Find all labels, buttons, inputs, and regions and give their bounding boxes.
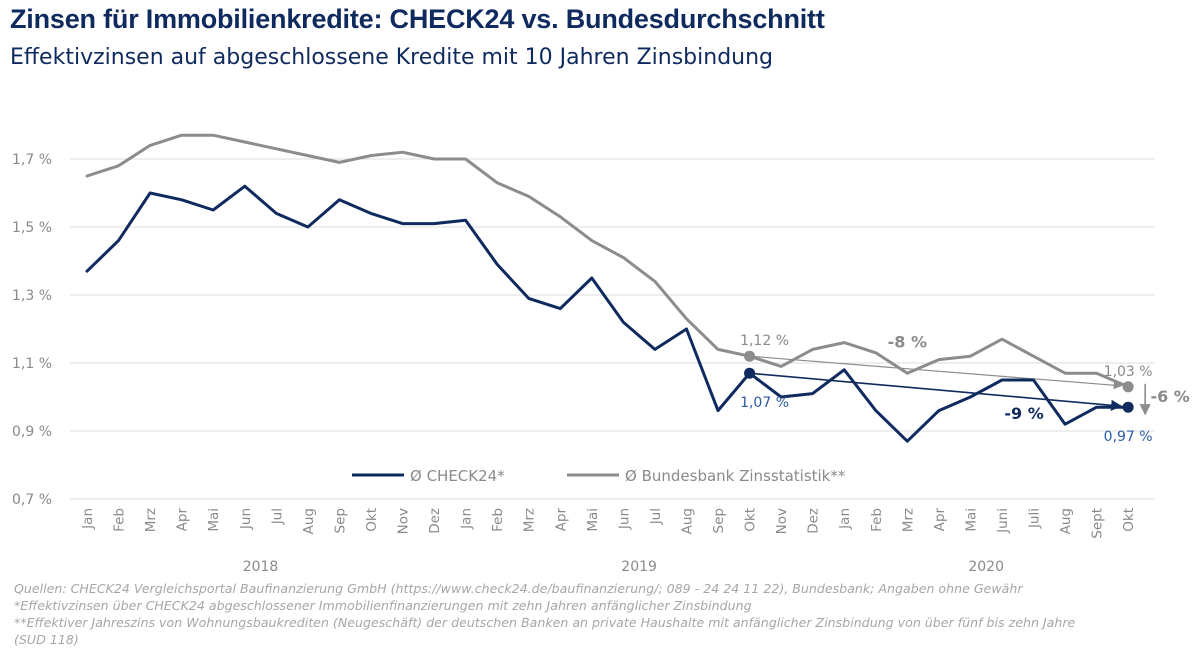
year-label: 2020 bbox=[968, 559, 1004, 575]
x-tick-label: Jan bbox=[80, 508, 96, 530]
x-tick-label: Nov bbox=[774, 508, 790, 534]
x-tick-label: Dez bbox=[806, 508, 822, 534]
x-tick-label: Mai bbox=[206, 508, 222, 532]
x-tick-label: Aug bbox=[301, 508, 317, 534]
year-labels: 2018 2019 2020 bbox=[243, 559, 1004, 575]
data-point-marker bbox=[1122, 381, 1134, 393]
chart-subtitle: Effektivzinsen auf abgeschlossene Kredit… bbox=[10, 45, 774, 70]
x-tick-label: Jun bbox=[616, 508, 632, 530]
series-layer bbox=[85, 133, 1130, 443]
y-tick-label: 0,7 % bbox=[12, 492, 52, 508]
x-tick-label: Feb bbox=[869, 508, 885, 532]
x-tick-label: Jan bbox=[837, 508, 853, 530]
legend-bundesbank-label: Ø Bundesbank Zinsstatistik** bbox=[625, 467, 846, 485]
x-tick-label: Feb bbox=[490, 508, 506, 532]
data-point-marker bbox=[744, 367, 756, 379]
x-tick-label: Juni bbox=[995, 508, 1011, 534]
annotations: 1,12 % 1,07 % 1,03 % 0,97 % -8 % -9 % -6 % bbox=[740, 333, 1190, 446]
x-tick-label: Apr bbox=[175, 508, 191, 532]
grid-layer bbox=[70, 158, 1155, 500]
footnote-bundesbank: **Effektiver Jahreszins von Wohnungsbauk… bbox=[14, 615, 1076, 630]
year-label: 2019 bbox=[621, 559, 657, 575]
data-point-marker bbox=[1122, 401, 1134, 413]
footnotes: Quellen: CHECK24 Vergleichsportal Baufin… bbox=[14, 580, 1194, 648]
y-axis: 0,7 % 0,9 % 1,1 % 1,3 % 1,5 % 1,7 % bbox=[12, 152, 52, 508]
x-tick-label: Apr bbox=[932, 508, 948, 532]
x-tick-label: Mai bbox=[585, 508, 601, 532]
data-point-marker bbox=[744, 350, 756, 362]
trend-arrows bbox=[749, 355, 1151, 416]
x-tick-label: Sept bbox=[1090, 508, 1106, 539]
year-label: 2018 bbox=[243, 559, 279, 575]
legend: Ø CHECK24* Ø Bundesbank Zinsstatistik** bbox=[352, 467, 846, 485]
y-tick-label: 1,1 % bbox=[12, 356, 52, 372]
drop-label: -6 % bbox=[1150, 387, 1189, 406]
x-tick-label: Mrz bbox=[522, 508, 538, 532]
series-line-bundesbank bbox=[85, 133, 1130, 389]
footnote-sud: (SUD 118) bbox=[14, 632, 79, 647]
x-tick-label: Okt bbox=[1121, 508, 1137, 532]
footnote-check24: *Effektivzinsen über CHECK24 abgeschloss… bbox=[14, 598, 752, 613]
trend-label: -9 % bbox=[1004, 404, 1043, 423]
x-tick-label: Sep bbox=[332, 508, 348, 533]
x-tick-label: Jul bbox=[648, 508, 664, 525]
chart-title: Zinsen für Immobilienkredite: CHECK24 vs… bbox=[10, 4, 825, 34]
data-label: 1,12 % bbox=[740, 333, 789, 349]
x-tick-label: Apr bbox=[553, 508, 569, 532]
footnote-sources: Quellen: CHECK24 Vergleichsportal Baufin… bbox=[14, 581, 1023, 596]
x-tick-label: Jul bbox=[269, 508, 285, 525]
x-tick-label: Nov bbox=[396, 508, 412, 534]
data-label: 1,07 % bbox=[740, 395, 789, 411]
x-tick-label: Jan bbox=[459, 508, 475, 530]
y-tick-label: 1,5 % bbox=[12, 220, 52, 236]
y-tick-label: 1,7 % bbox=[12, 152, 52, 168]
data-label: 0,97 % bbox=[1104, 429, 1153, 445]
series-line-check24 bbox=[85, 184, 1130, 443]
x-tick-label: Okt bbox=[743, 508, 759, 532]
y-tick-label: 1,3 % bbox=[12, 288, 52, 304]
x-tick-label: Feb bbox=[112, 508, 128, 532]
data-label: 1,03 % bbox=[1104, 364, 1153, 380]
x-tick-label: Sep bbox=[711, 508, 727, 533]
x-tick-label: Mrz bbox=[900, 508, 916, 532]
trend-arrow bbox=[749, 372, 1123, 411]
x-axis: Jan Feb Mrz Apr Mai Jun Jul Aug Sep Okt Nov Dez Jan F… bbox=[80, 508, 1137, 539]
markers bbox=[744, 350, 1134, 413]
x-tick-label: Aug bbox=[679, 508, 695, 534]
x-tick-label: Juli bbox=[1027, 508, 1043, 529]
trend-label: -8 % bbox=[888, 333, 927, 352]
legend-check24-label: Ø CHECK24* bbox=[410, 467, 505, 485]
x-tick-label: Mrz bbox=[143, 508, 159, 532]
x-tick-label: Mai bbox=[963, 508, 979, 532]
trend-arrow bbox=[749, 355, 1122, 390]
y-tick-label: 0,9 % bbox=[12, 424, 52, 440]
x-tick-label: Okt bbox=[364, 508, 380, 532]
x-tick-label: Jun bbox=[238, 508, 254, 530]
x-tick-label: Dez bbox=[427, 508, 443, 534]
x-tick-label: Aug bbox=[1058, 508, 1074, 534]
